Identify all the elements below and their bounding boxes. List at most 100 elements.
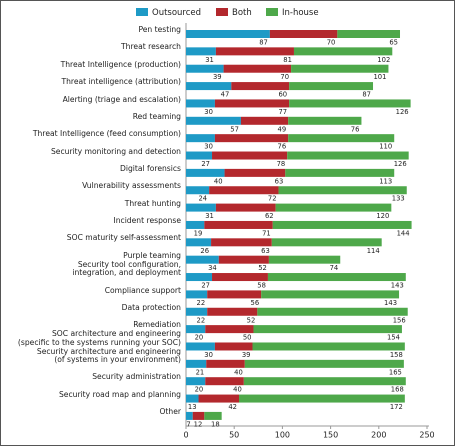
data-label: 52 [258,264,267,272]
bar-segment [186,238,212,247]
data-label: 77 [278,108,287,116]
bar-segment [288,134,395,143]
bar-segment [240,116,289,125]
bar-segment [272,220,412,229]
bar-segment [253,325,402,334]
x-tick-label: 150 [323,431,338,440]
data-label: 72 [268,195,277,203]
category-label: Alerting (triage and escalation) [62,94,181,104]
data-label: 19 [194,229,203,237]
data-label: 52 [247,316,256,324]
data-label: 113 [379,177,392,185]
category-label: Security architecture and engineering (o… [36,346,181,364]
bar-segment [186,342,215,351]
bar-segment [186,203,216,212]
data-label: 110 [379,143,392,151]
bar-segment [289,82,374,91]
bar-segment [186,411,193,420]
category-label: Security administration [92,372,181,382]
bar-segment [205,377,244,386]
bar-segment [207,307,258,316]
legend-swatch [216,8,228,16]
category-label: Threat intelligence (attribution) [61,77,181,87]
data-label: 144 [397,229,410,237]
bar-segment [289,99,411,108]
bar-segment [186,64,224,73]
bar-segment [243,377,406,386]
bar-segment [211,238,272,247]
category-label: Purple teaming [123,250,181,260]
bar-segment [231,82,290,91]
data-label: 30 [204,143,213,151]
bar-segment [186,151,213,160]
bar-segment [186,290,208,299]
data-label: 76 [278,143,287,151]
category-label: Compliance support [104,285,181,295]
legend-item: In-house [266,8,319,18]
data-label: 120 [376,212,389,220]
x-tick-label: 100 [275,431,290,440]
bar-segment [186,220,205,229]
bar-segment [186,394,199,403]
data-label: 81 [283,56,292,64]
data-label: 40 [214,177,223,185]
bar-segment [186,186,210,195]
category-label: Security tool configuration, integration… [72,259,181,278]
bar-segment [278,186,407,195]
data-label: 18 [211,420,220,428]
bar-segment [215,203,276,212]
bar-segment [186,134,215,143]
data-label: 172 [390,403,403,411]
data-label: 158 [390,351,403,359]
data-label: 50 [243,334,252,342]
data-label: 34 [208,264,217,272]
bar-segment [186,82,232,91]
data-label: 60 [278,91,287,99]
data-label: 24 [198,195,207,203]
bar-segment [212,151,288,160]
data-label: 101 [373,73,386,81]
data-label: 70 [327,39,336,47]
category-label: Data protection [121,302,181,312]
category-label: Security road map and planning [58,389,181,399]
bar-segment [291,64,389,73]
bar-segment [186,359,207,368]
data-label: 76 [351,125,360,133]
category-label: Threat Intelligence (production) [60,59,181,69]
category-label: Remediation [133,320,181,330]
data-label: 31 [205,212,214,220]
category-label: Digital forensics [120,163,181,173]
category-label: Threat hunting [124,198,181,208]
data-label: 30 [204,108,213,116]
data-label: 71 [262,229,271,237]
bar-segment [267,273,406,282]
bar-segment [186,377,206,386]
bar-segment [186,307,208,316]
legend-swatch [266,8,278,16]
bar-segment [224,168,286,177]
category-label: Pen testing [138,25,181,35]
data-label: 58 [257,282,266,290]
legend-label: In-house [282,8,319,18]
data-label: 65 [389,39,398,47]
data-label: 126 [394,160,407,168]
legend-item: Both [216,8,252,18]
bar-segment [288,116,362,125]
bar-segment [212,273,268,282]
bar-segment [269,30,338,38]
data-label: 87 [362,91,371,99]
bar-segment [239,394,405,403]
bar-segment [214,342,253,351]
data-label: 22 [197,299,206,307]
data-label: 78 [277,160,286,168]
data-label: 70 [280,73,289,81]
data-label: 56 [251,299,260,307]
bar-segment [186,255,219,264]
x-tick-label: 50 [229,431,239,440]
bar-segment [186,116,241,125]
legend-label: Outsourced [152,8,202,18]
data-label: 40 [233,386,242,394]
data-label: 31 [205,56,214,64]
data-label: 154 [387,334,400,342]
